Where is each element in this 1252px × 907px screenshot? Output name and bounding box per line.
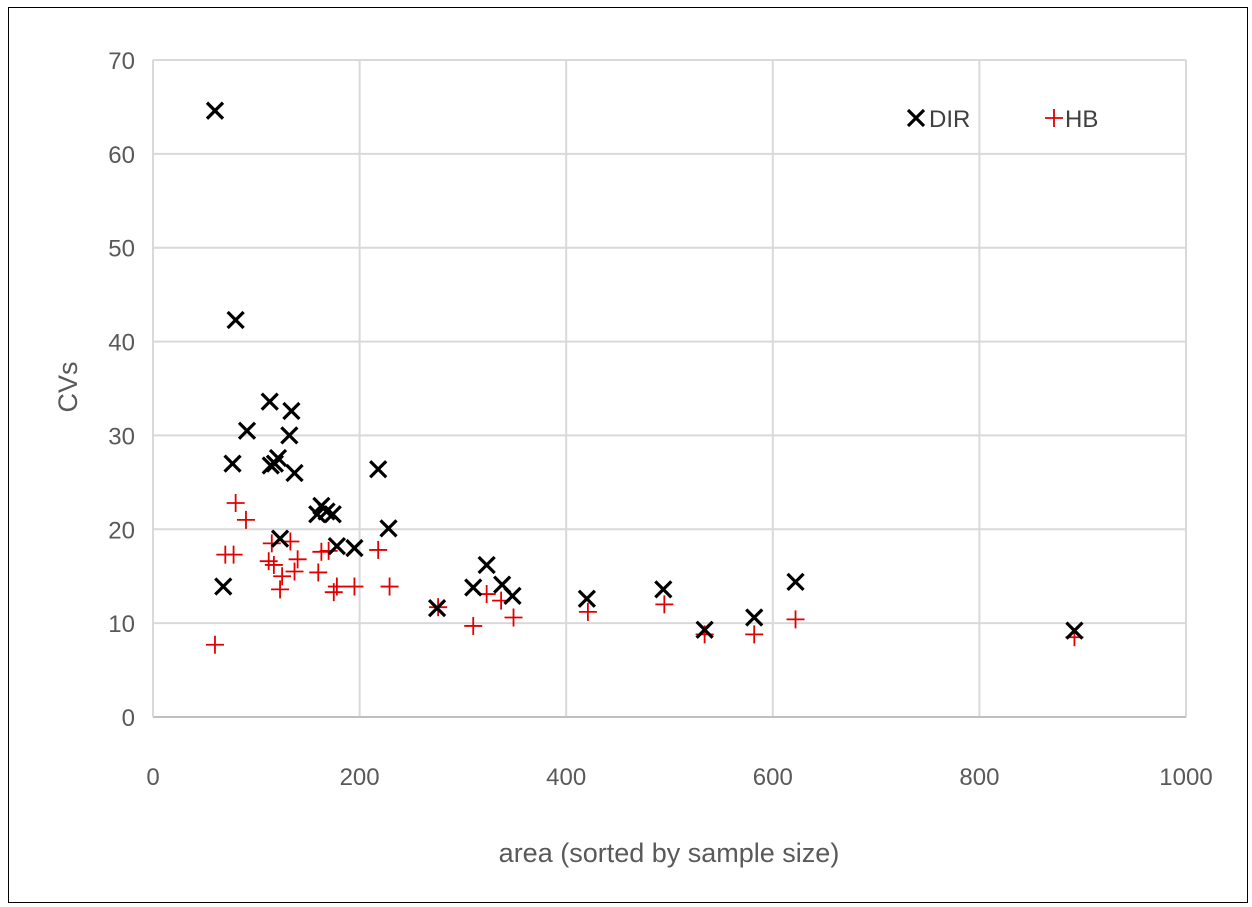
x-tick-label: 200 (340, 764, 380, 791)
x-tick-label: 400 (546, 764, 586, 791)
hb-point (285, 562, 304, 581)
hb-point (224, 545, 243, 564)
legend-marker-plus (1045, 109, 1063, 127)
hb-point (309, 563, 328, 582)
y-tick-label: 70 (108, 48, 135, 75)
dir-point (327, 537, 347, 556)
hb-point (655, 595, 674, 614)
hb-point (262, 534, 281, 553)
legend: DIR HB (906, 106, 1098, 133)
legend-item-hb: HB (1045, 106, 1098, 133)
dir-point (745, 608, 764, 627)
dir-point (226, 310, 245, 330)
y-tick-label: 50 (108, 236, 135, 263)
x-tick-label: 800 (959, 764, 999, 791)
y-tick-label: 60 (108, 142, 135, 169)
y-axis-title: CVs (53, 361, 83, 412)
hb-point (464, 616, 483, 635)
hb-point (380, 577, 399, 596)
hb-point (786, 610, 805, 629)
hb-point (236, 510, 255, 529)
hb-point (226, 494, 245, 513)
legend-label-hb: HB (1065, 106, 1098, 133)
hb-point (504, 608, 523, 627)
dir-point (285, 463, 304, 483)
dir-point (282, 401, 301, 421)
dir-point (214, 577, 233, 596)
hb-point (369, 540, 388, 559)
y-tick-label: 40 (108, 330, 135, 357)
dir-point (477, 555, 496, 575)
legend-item-dir: DIR (906, 106, 970, 133)
dir-point (369, 460, 388, 479)
hb-point (578, 602, 597, 621)
x-tick-label: 0 (146, 764, 159, 791)
chart-frame (8, 7, 1248, 903)
y-tick-label: 0 (122, 705, 135, 732)
legend-label-dir: DIR (929, 106, 970, 133)
dir-point (379, 519, 398, 538)
y-tick-label: 10 (108, 611, 135, 638)
hb-point (327, 577, 346, 596)
axes (152, 60, 1186, 718)
hb-point (259, 552, 278, 571)
hb-point (288, 550, 307, 569)
dir-point (654, 580, 673, 599)
y-tick-labels: 0 10 20 30 40 50 60 70 (108, 48, 135, 732)
legend-marker-x (906, 108, 926, 128)
hb-point (345, 577, 364, 596)
dir-point (695, 620, 714, 639)
dir-point (323, 505, 342, 524)
y-tick-label: 30 (108, 423, 135, 450)
dir-point (1065, 621, 1084, 640)
dir-point (345, 538, 364, 558)
x-tick-label: 1000 (1159, 764, 1212, 791)
dir-point (260, 392, 279, 411)
hb-point (319, 541, 338, 560)
dir-point (223, 454, 242, 473)
dir-point (786, 572, 805, 591)
hb-point (273, 567, 292, 586)
dir-point (427, 598, 447, 618)
y-tick-label: 20 (108, 517, 135, 544)
legend-x-mark (906, 108, 926, 128)
dir-point (270, 529, 290, 548)
hb-point (745, 625, 764, 644)
legend-plus-mark (1045, 109, 1063, 127)
dir-point (268, 448, 288, 468)
hb-point (271, 580, 290, 599)
x-tick-labels: 0 200 400 600 800 1000 (146, 764, 1212, 791)
dir-point (503, 586, 522, 606)
data-points (205, 101, 1084, 654)
dir-point (464, 578, 483, 597)
hb-point (264, 555, 283, 574)
dir-point (577, 589, 596, 608)
hb-point (205, 635, 224, 654)
dir-point (205, 101, 225, 120)
gridlines (153, 59, 1187, 717)
x-tick-label: 600 (753, 764, 793, 791)
x-axis-title: area (sorted by sample size) (499, 838, 840, 868)
dir-point (280, 426, 299, 445)
hb-point (312, 542, 331, 561)
dir-point (237, 421, 257, 440)
